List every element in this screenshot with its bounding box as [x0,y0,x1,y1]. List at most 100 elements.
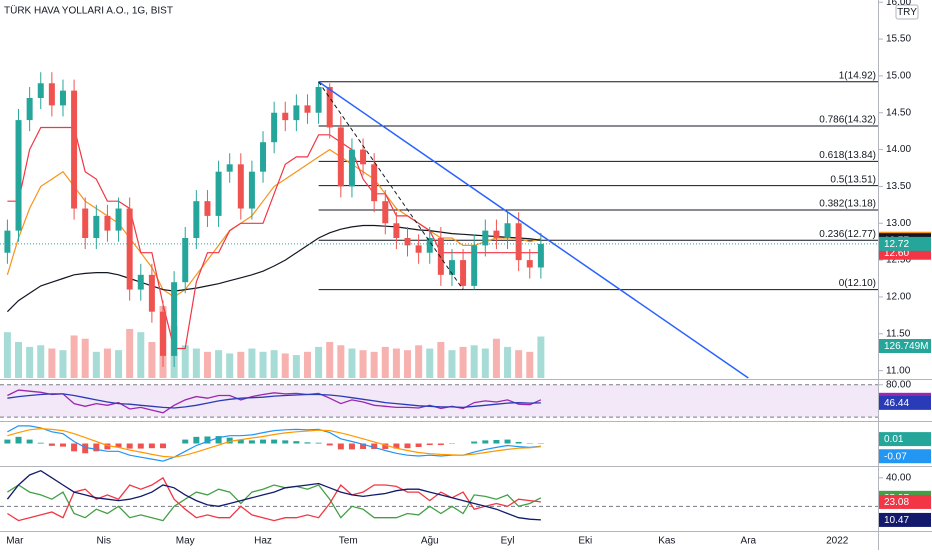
volume-bar [115,350,122,378]
histogram-bar [516,442,522,444]
candle-body [149,275,155,312]
histogram-bar [149,444,155,449]
histogram-bar [338,444,344,450]
candle-body [505,223,511,238]
histogram-bar [505,440,511,444]
candle-body [60,91,66,106]
volume-bar [248,349,255,378]
candle-body [360,150,366,165]
volume-bar [15,342,22,378]
fib-label: 1(14.92) [839,70,876,81]
candle-body [82,209,88,238]
candle-body [527,260,533,267]
volume-bar [204,352,211,378]
fib-label: 0.5(13.51) [830,174,876,185]
volume-bar [437,342,444,378]
histogram-last-badge-label: 0.01 [884,434,904,445]
histogram-bar [316,443,322,444]
volume-bar [148,342,155,378]
volume-bar [104,349,111,378]
candle-body [104,216,110,231]
x-tick-label: Tem [339,536,358,547]
candle-body [371,164,377,201]
volume-bar [526,352,533,378]
x-tick-label: 2022 [826,536,849,547]
candle-body [449,260,455,275]
volume-bar [537,337,544,378]
volume-bar [404,350,411,378]
candle-body [260,142,266,171]
y-tick-label: 11.50 [886,328,911,339]
x-tick-label: Haz [254,536,272,547]
volume-bar [282,353,289,378]
x-tick-label: Ara [741,536,757,547]
fib-label: 0.236(12.77) [819,229,876,240]
volume-bar [71,335,78,378]
volume-bar [471,345,478,378]
histogram-bar [327,444,333,446]
close-last-badge-label: 12.72 [884,239,909,250]
candle-body [316,87,322,113]
volume-bar [326,342,333,378]
fib-label: 0(12.10) [839,278,876,289]
volume-last-badge-label: 126.749M [884,341,928,352]
volume-bar [59,350,66,378]
histogram-bar [127,444,133,449]
candle-body [4,231,10,253]
histogram-bar [249,440,255,443]
x-tick-label: Nis [97,536,111,547]
volume-bar [493,339,500,378]
candle-body [38,83,44,98]
volume-bar [515,350,522,378]
x-tick-label: Eki [578,536,592,547]
volume-bar [415,345,422,378]
volume-bar [360,350,367,378]
volume-bar [48,349,55,378]
volume-bar [260,352,267,378]
candle-body [227,164,233,171]
y-tick-label: 11.00 [886,365,911,376]
volume-bar [271,350,278,378]
candle-body [349,150,355,187]
candle-body [49,83,55,105]
candle-body [460,260,466,286]
y-tick-label: 16.00 [886,0,911,8]
histogram-bar [271,440,277,444]
candle-body [471,245,477,286]
candle-body [171,282,177,356]
histogram-bar [27,440,33,444]
histogram-bar [4,440,10,444]
indicator-last-badge-label: 10.47 [884,515,909,526]
candle-body [27,98,33,120]
volume-bar [348,349,355,378]
histogram-bar [493,440,499,444]
fib-label: 0.618(13.84) [819,150,876,161]
candle-body [416,245,422,252]
candle-body [182,238,188,282]
y-tick-label: 14.50 [886,107,911,118]
candle-body [138,275,144,290]
y-tick-label: 80.00 [886,379,911,390]
histogram-bar [304,442,310,443]
candle-body [204,201,210,216]
y-tick-label: 14.00 [886,144,911,155]
histogram-bar [405,444,411,449]
volume-bar [315,347,322,378]
volume-bar [393,349,400,378]
candle-body [493,231,499,238]
histogram-bar [260,440,266,444]
currency-label[interactable]: TRY [897,7,917,18]
y-tick-label: 40.00 [886,472,911,483]
volume-bar [293,355,300,378]
volume-bar [226,353,233,378]
histogram-bar [182,440,188,444]
volume-bar [426,349,433,378]
indicator-last-badge-label: 23.08 [884,497,909,508]
volume-bar [448,350,455,378]
histogram-bar [60,444,66,447]
chart-title: TÜRK HAVA YOLLARI A.O., 1G, BIST [4,5,173,17]
histogram-bar [427,444,433,446]
volume-bar [371,352,378,378]
candle-body [393,223,399,238]
